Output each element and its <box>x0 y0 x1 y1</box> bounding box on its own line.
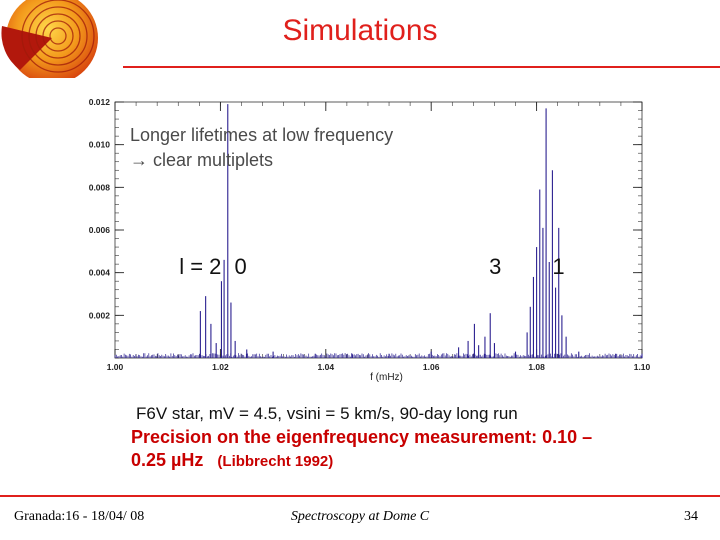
slide-number: 34 <box>684 509 698 524</box>
x-tick-label: 1.02 <box>212 362 229 372</box>
note-line-1: Longer lifetimes at low frequency <box>130 125 394 145</box>
footer-talk-title: Spectroscopy at Dome C <box>290 509 430 524</box>
precision-line-2: 0.25 µHz <box>131 450 204 470</box>
noise-trace <box>114 353 642 358</box>
mode-label-l3: 3 <box>489 254 502 279</box>
note-line-2-text: clear multiplets <box>148 150 274 170</box>
y-tick-label: 0.012 <box>89 97 111 107</box>
footer-event: Granada:16 - 18/04/ 08 <box>14 509 145 524</box>
noise-baseline <box>114 353 642 358</box>
y-tick-label: 0.004 <box>89 268 111 278</box>
y-tick-label: 0.002 <box>89 310 111 320</box>
x-tick-label: 1.06 <box>423 362 440 372</box>
y-tick-label: 0.006 <box>89 225 111 235</box>
mode-label-l1: 1 <box>552 254 565 279</box>
mode-label-l0: 0 <box>234 254 247 279</box>
title-divider <box>123 66 720 68</box>
x-axis-label: f (mHz) <box>370 372 403 383</box>
precision-reference: (Libbrecht 1992) <box>217 453 334 470</box>
footer-divider <box>0 495 720 497</box>
sun-interior-logo-icon <box>1 0 98 78</box>
y-axis-ticks: 0.002 0.004 0.006 0.008 0.010 0.012 <box>89 97 642 359</box>
simulation-caption: F6V star, mV = 4.5, vsini = 5 km/s, 90-d… <box>136 404 518 423</box>
precision-statement: Precision on the eigenfrequency measurem… <box>131 426 651 473</box>
spectrum-chart: 0.002 0.004 0.006 0.008 0.010 0.012 1.00 1.02 1… <box>89 97 651 383</box>
arrow-icon: → <box>130 150 148 170</box>
spectrum-peaks <box>199 104 643 358</box>
precision-line-1: Precision on the eigenfrequency measurem… <box>131 427 593 447</box>
y-tick-label: 0.008 <box>89 182 111 192</box>
x-tick-label: 1.00 <box>107 362 124 372</box>
x-tick-label: 1.08 <box>528 362 545 372</box>
note-line-2: → clear multiplets <box>130 150 273 171</box>
x-tick-label: 1.10 <box>634 362 651 372</box>
mode-label-l2: l = 2 <box>179 254 222 279</box>
y-tick-label: 0.010 <box>89 140 111 150</box>
x-tick-label: 1.04 <box>318 362 335 372</box>
slide-title: Simulations <box>282 14 438 47</box>
